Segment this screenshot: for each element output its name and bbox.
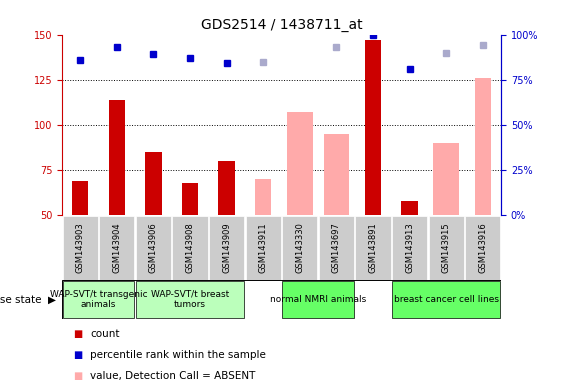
Bar — [287, 112, 312, 215]
Bar — [72, 181, 88, 215]
Text: GSM143909: GSM143909 — [222, 222, 231, 273]
Bar — [182, 182, 198, 215]
Text: GSM143908: GSM143908 — [186, 222, 194, 273]
Bar — [218, 161, 235, 215]
Text: GSM143697: GSM143697 — [332, 222, 341, 273]
Text: WAP-SVT/t transgenic
animals: WAP-SVT/t transgenic animals — [50, 290, 148, 309]
Text: ■: ■ — [73, 329, 82, 339]
Bar — [145, 152, 162, 215]
Bar — [62, 216, 98, 280]
Bar — [136, 281, 244, 318]
Text: ■: ■ — [73, 371, 82, 381]
Bar — [401, 200, 418, 215]
Bar — [392, 216, 427, 280]
Title: GDS2514 / 1438711_at: GDS2514 / 1438711_at — [200, 18, 363, 32]
Text: breast cancer cell lines: breast cancer cell lines — [394, 295, 499, 304]
Text: GSM143891: GSM143891 — [369, 222, 377, 273]
Bar — [245, 216, 281, 280]
Text: GSM143916: GSM143916 — [479, 222, 487, 273]
Text: GSM143913: GSM143913 — [405, 222, 414, 273]
Bar — [475, 78, 491, 215]
Text: GSM143904: GSM143904 — [113, 222, 121, 273]
Text: normal NMRI animals: normal NMRI animals — [270, 295, 366, 304]
Text: percentile rank within the sample: percentile rank within the sample — [90, 350, 266, 360]
Bar — [172, 216, 208, 280]
Bar — [282, 216, 318, 280]
Text: value, Detection Call = ABSENT: value, Detection Call = ABSENT — [90, 371, 256, 381]
Bar — [355, 216, 391, 280]
Text: ■: ■ — [73, 350, 82, 360]
Bar — [428, 216, 464, 280]
Text: count: count — [90, 329, 119, 339]
Bar — [365, 40, 381, 215]
Text: disease state  ▶: disease state ▶ — [0, 295, 56, 305]
Text: WAP-SVT/t breast
tumors: WAP-SVT/t breast tumors — [151, 290, 229, 309]
Text: GSM143330: GSM143330 — [296, 222, 304, 273]
Bar — [136, 216, 171, 280]
Bar — [392, 281, 501, 318]
Bar — [255, 179, 271, 215]
Bar — [99, 216, 135, 280]
Text: GSM143906: GSM143906 — [149, 222, 158, 273]
Text: GSM143911: GSM143911 — [259, 222, 267, 273]
Bar — [465, 216, 501, 280]
Bar — [319, 216, 354, 280]
Text: GSM143903: GSM143903 — [76, 222, 84, 273]
Bar — [209, 216, 244, 280]
Bar — [62, 281, 135, 318]
Bar — [282, 281, 354, 318]
Text: GSM143915: GSM143915 — [442, 222, 450, 273]
Bar — [324, 134, 349, 215]
Bar — [434, 143, 459, 215]
Bar — [109, 99, 125, 215]
